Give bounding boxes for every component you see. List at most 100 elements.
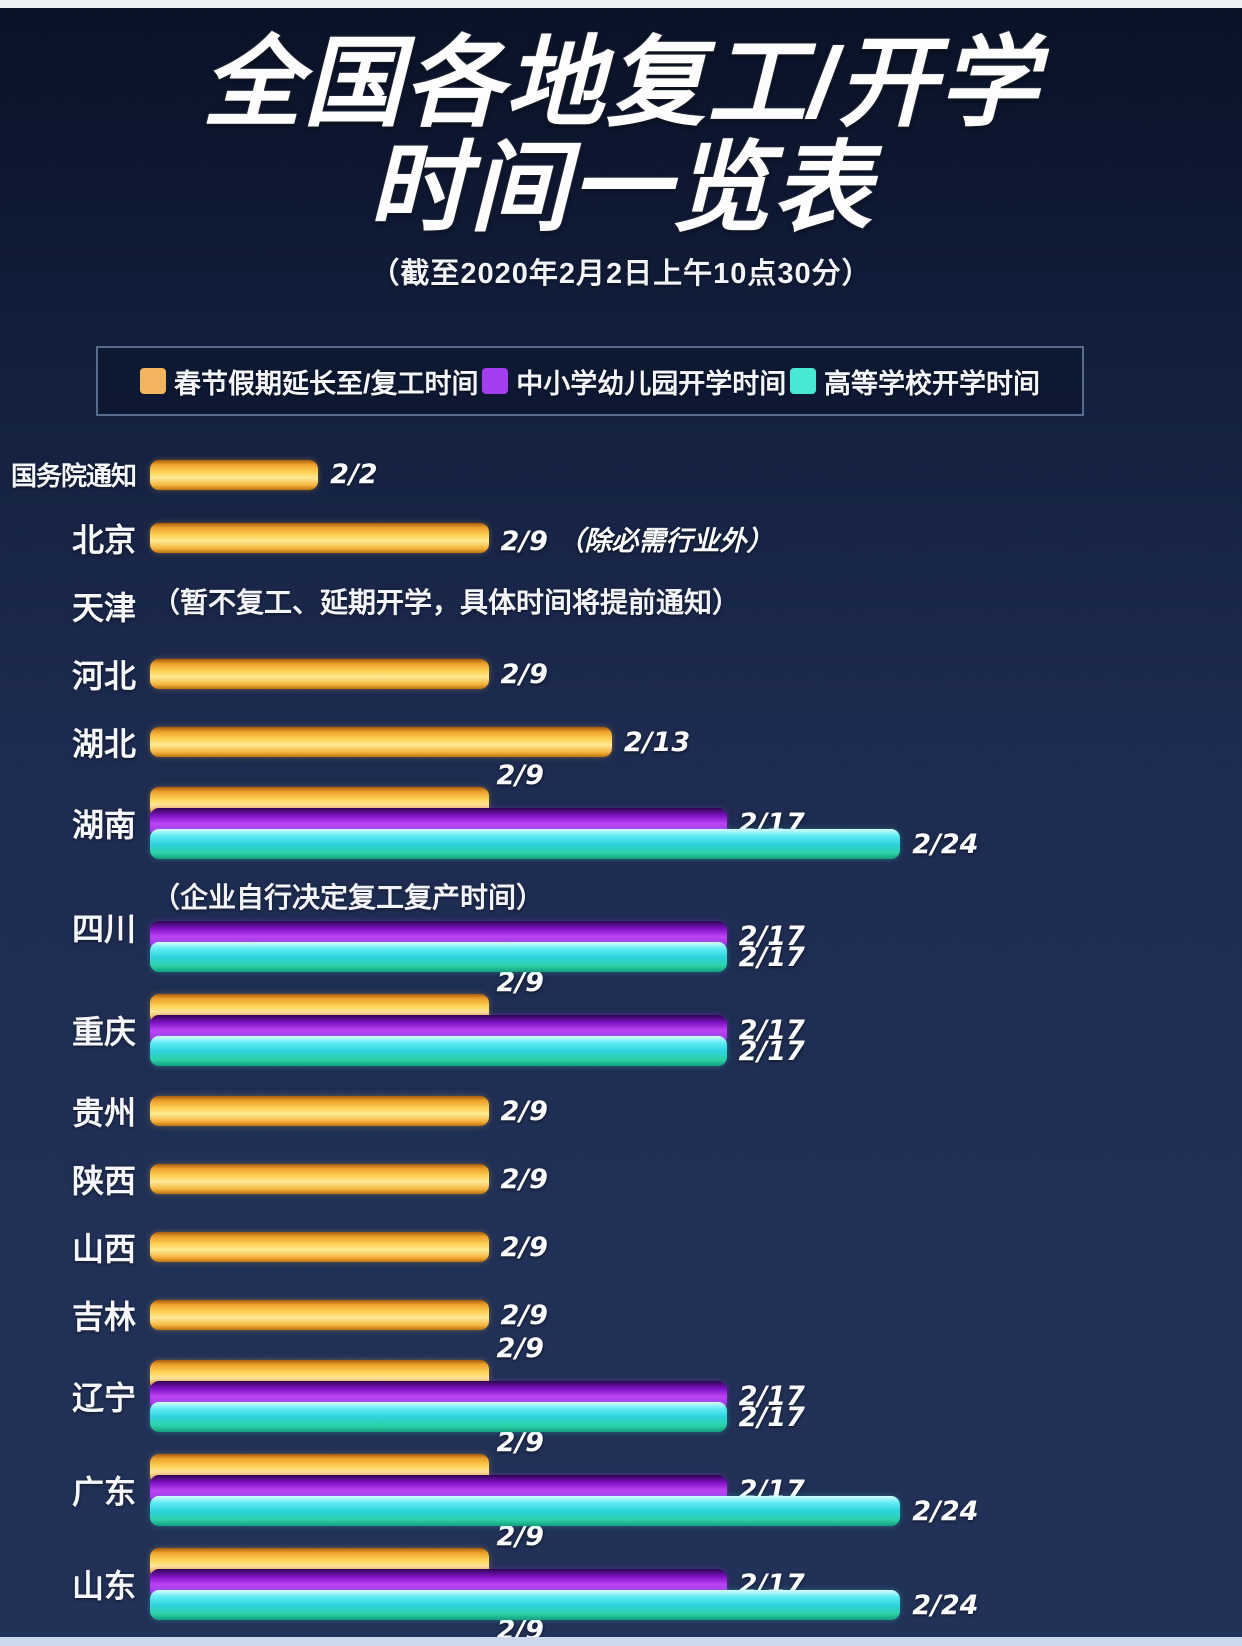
bar-value-label: 2/9: [500, 1163, 548, 1195]
bar-value-label: 2/13: [623, 726, 691, 758]
bar-line: 2/17: [150, 1401, 1242, 1433]
region-label: 北京: [71, 522, 136, 558]
legend-label: 高等学校开学时间: [823, 368, 1040, 399]
bar-line: 2/17: [150, 941, 1242, 973]
bar-line: 2/9: [150, 1232, 1242, 1263]
bar-value-label: 2/24: [912, 828, 979, 860]
region-label: 广东: [71, 1474, 136, 1510]
bar-work: [150, 727, 612, 757]
chart-row: 山西 2/9: [0, 1224, 1242, 1270]
bar-line: 2/9: [150, 658, 1242, 690]
chart-row: 四川 （企业自行决定复工复产时间） 2/17 2/17: [0, 881, 1242, 973]
bar-value-label: 2/17: [738, 1035, 805, 1067]
bar-value-label: 2/9: [496, 967, 544, 998]
bar-work: [150, 459, 319, 490]
region-label: 四川: [71, 910, 136, 947]
chart-row: 陕西 2/9: [0, 1156, 1242, 1202]
bar-line: 2/24: [150, 1589, 1242, 1621]
chart-row: 吉林 2/9: [0, 1292, 1242, 1338]
bar-college: [150, 829, 901, 859]
chart-row: 辽宁 2/9 2/17 2/17: [0, 1333, 1242, 1433]
legend-item-school: 中小学幼儿园开学时间: [482, 362, 786, 401]
row-bars: 2/13: [150, 726, 1242, 758]
region-label: 河北: [71, 658, 136, 694]
region-label: 国务院通知: [10, 461, 137, 491]
bar-value-label: 2/9: [500, 1299, 548, 1331]
bar-value-label: 2/9: [496, 1427, 544, 1458]
row-bars: （暂不复工、延期开学，具体时间将提前通知）: [150, 586, 1242, 626]
chart-row: 天津 （暂不复工、延期开学，具体时间将提前通知）: [0, 583, 1242, 629]
row-bars: 2/2: [150, 459, 1242, 490]
bar-line: 2/17: [150, 1035, 1242, 1067]
bar-college: [150, 1496, 901, 1526]
photo-edge-bottom: [0, 1637, 1242, 1646]
region-label: 辽宁: [71, 1380, 136, 1416]
bar-chart: 国务院通知 2/2 北京 2/9 （除必需行业外） 天津 （暂不复工、延期开学，具体时间将…: [0, 416, 1242, 1646]
bar-value-label: 2/9: [500, 1095, 548, 1127]
row-bars: 2/9: [150, 1163, 1242, 1195]
bar-value-label: 2/17: [738, 1380, 805, 1412]
region-label: 贵州: [71, 1095, 136, 1131]
bar-college: [150, 942, 727, 972]
row-note: （暂不复工、延期开学，具体时间将提前通知）: [152, 587, 741, 618]
work-swatch-icon: [140, 368, 166, 394]
bar-work: [150, 1300, 489, 1330]
bar-value-label: 2/9: [500, 658, 548, 690]
legend-label: 春节假期延长至/复工时间: [174, 368, 479, 399]
bar-line: 2/24: [150, 1495, 1242, 1527]
legend-item-college: 高等学校开学时间: [789, 362, 1040, 401]
bar-value-label: 2/17: [738, 941, 805, 973]
bar-college: [150, 1590, 901, 1620]
bar-line: 2/9 （除必需行业外）: [150, 523, 1242, 557]
bar-work: [150, 1096, 489, 1126]
legend: 春节假期延长至/复工时间 中小学幼儿园开学时间 高等学校开学时间: [96, 346, 1084, 416]
bar-line: 2/9: [150, 1095, 1242, 1127]
row-bars: 2/9: [150, 1095, 1242, 1127]
bar-work: [150, 1232, 489, 1262]
bar-value-label: 2/9: [496, 1521, 544, 1552]
chart-row: 山东 2/9 2/17 2/24: [0, 1521, 1242, 1621]
bar-value-label: 2/17: [738, 920, 805, 952]
bar-line: 2/13: [150, 726, 1242, 758]
region-label: 山西: [71, 1231, 136, 1267]
row-note: （企业自行决定复工复产时间）: [152, 882, 545, 913]
photo-edge-top: [0, 0, 1242, 8]
bar-line: 2/2: [150, 459, 1242, 490]
chart-row: 国务院通知 2/2: [0, 456, 1242, 493]
bar-work: [150, 659, 489, 689]
region-label: 湖南: [71, 807, 136, 843]
page-title: 全国各地复工/开学 时间一览表: [0, 30, 1242, 240]
row-bars: 2/9 2/17 2/17: [150, 967, 1242, 1067]
bar-value-label: 2/2: [330, 459, 378, 490]
chart-row: 贵州 2/9: [0, 1088, 1242, 1134]
row-bars: 2/9 2/17 2/17: [150, 1333, 1242, 1433]
bar-value-label: 2/24: [912, 1495, 979, 1527]
region-label: 吉林: [71, 1299, 136, 1335]
chart-row: 北京 2/9 （除必需行业外）: [0, 515, 1242, 561]
row-bars: 2/9: [150, 1232, 1242, 1263]
region-label: 陕西: [71, 1163, 136, 1199]
region-label: 重庆: [71, 1014, 136, 1050]
header: 全国各地复工/开学 时间一览表 （截至2020年2月2日上午10点30分）: [0, 0, 1242, 292]
row-bars: 2/9: [150, 658, 1242, 690]
legend-label: 中小学幼儿园开学时间: [516, 368, 787, 399]
bar-value-label: 2/17: [738, 1014, 805, 1046]
bar-value-label: 2/9 （除必需行业外）: [500, 525, 774, 557]
college-swatch-icon: [789, 368, 816, 394]
bar-line: 2/24: [150, 828, 1242, 860]
row-bars: 2/9: [150, 1299, 1242, 1331]
chart-row: 重庆 2/9 2/17 2/17: [0, 967, 1242, 1067]
bar-value-label: 2/9: [496, 760, 544, 791]
legend-item-work: 春节假期延长至/复工时间: [140, 362, 479, 401]
region-label: 天津: [71, 590, 136, 626]
school-swatch-icon: [482, 368, 509, 394]
bar-value-label: 2/17: [738, 1401, 805, 1433]
bar-value-label: 2/24: [912, 1589, 979, 1621]
row-bars: 2/9 （除必需行业外）: [150, 523, 1242, 557]
bar-college: [150, 1402, 727, 1432]
region-label: 山东: [71, 1568, 136, 1604]
bar-work: [150, 523, 489, 553]
